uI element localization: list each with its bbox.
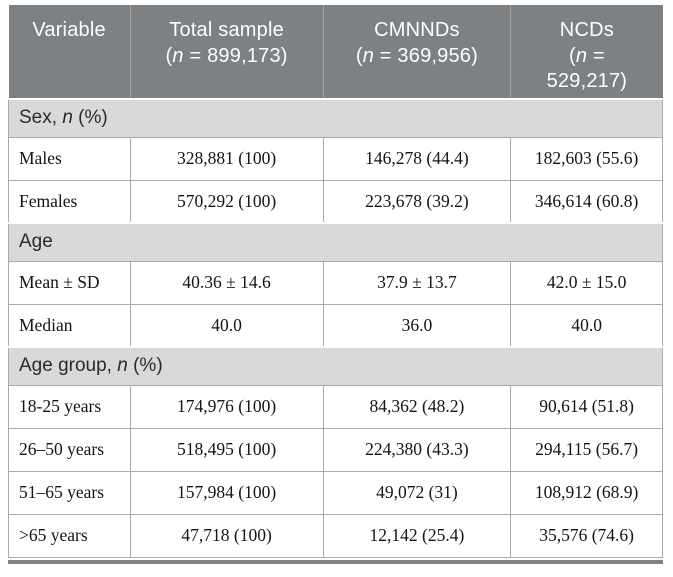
cell-total-sample: 40.36 ± 14.6 (129, 260, 324, 305)
cell-cmnnds: 223,678 (39.2) (322, 179, 512, 224)
cell-total-sample: 174,976 (100) (129, 384, 324, 429)
table-bottom-rule (8, 559, 663, 564)
cell-ncds: 346,614 (60.8) (510, 179, 663, 224)
cell-ncds: 182,603 (55.6) (510, 136, 663, 181)
section-row-sex: Sex, n (%) (8, 98, 663, 138)
section-title-sex: Sex, n (%) (8, 98, 663, 138)
column-header-total-sample: Total sample (n = 899,173) (129, 5, 324, 99)
table-row: 51–65 years 157,984 (100) 49,072 (31) 10… (8, 470, 663, 515)
row-label: Males (8, 136, 131, 181)
cell-cmnnds: 224,380 (43.3) (322, 427, 512, 472)
cell-ncds: 108,912 (68.9) (510, 470, 663, 515)
table-row: Females 570,292 (100) 223,678 (39.2) 346… (8, 179, 663, 224)
section-row-age: Age (8, 222, 663, 262)
cell-total-sample: 328,881 (100) (129, 136, 324, 181)
cell-cmnnds: 84,362 (48.2) (322, 384, 512, 429)
cell-total-sample: 40.0 (129, 303, 324, 348)
section-row-age-group: Age group, n (%) (8, 346, 663, 386)
row-label: 51–65 years (8, 470, 131, 515)
cell-total-sample: 47,718 (100) (129, 513, 324, 558)
row-label: >65 years (8, 513, 131, 558)
table-row: >65 years 47,718 (100) 12,142 (25.4) 35,… (8, 513, 663, 558)
section-title-age-group: Age group, n (%) (8, 346, 663, 386)
row-label: 26–50 years (8, 427, 131, 472)
column-header-variable: Variable (8, 5, 131, 99)
cell-ncds: 40.0 (510, 303, 663, 348)
row-label: Females (8, 179, 131, 224)
cell-cmnnds: 37.9 ± 13.7 (322, 260, 512, 305)
table-figure: Variable Total sample (n = 899,173) CMNND… (8, 5, 663, 564)
column-header-ncds: NCDs (n = 529,217) (510, 5, 663, 99)
cell-ncds: 42.0 ± 15.0 (510, 260, 663, 305)
cell-ncds: 35,576 (74.6) (510, 513, 663, 558)
cell-total-sample: 570,292 (100) (129, 179, 324, 224)
header-row: Variable Total sample (n = 899,173) CMNND… (8, 5, 663, 99)
section-title-age: Age (8, 222, 663, 262)
row-label: 18-25 years (8, 384, 131, 429)
demographics-table: Variable Total sample (n = 899,173) CMNND… (8, 5, 663, 558)
cell-cmnnds: 12,142 (25.4) (322, 513, 512, 558)
cell-ncds: 90,614 (51.8) (510, 384, 663, 429)
table-row: 26–50 years 518,495 (100) 224,380 (43.3)… (8, 427, 663, 472)
cell-cmnnds: 36.0 (322, 303, 512, 348)
table-row: Mean ± SD 40.36 ± 14.6 37.9 ± 13.7 42.0 … (8, 260, 663, 305)
row-label: Median (8, 303, 131, 348)
cell-ncds: 294,115 (56.7) (510, 427, 663, 472)
cell-cmnnds: 49,072 (31) (322, 470, 512, 515)
column-header-cmnnds: CMNNDs (n = 369,956) (322, 5, 511, 99)
cell-total-sample: 157,984 (100) (129, 470, 324, 515)
cell-total-sample: 518,495 (100) (129, 427, 324, 472)
table-row: Males 328,881 (100) 146,278 (44.4) 182,6… (8, 136, 663, 181)
table-row: Median 40.0 36.0 40.0 (8, 303, 663, 348)
table-row: 18-25 years 174,976 (100) 84,362 (48.2) … (8, 384, 663, 429)
row-label: Mean ± SD (8, 260, 131, 305)
cell-cmnnds: 146,278 (44.4) (322, 136, 512, 181)
